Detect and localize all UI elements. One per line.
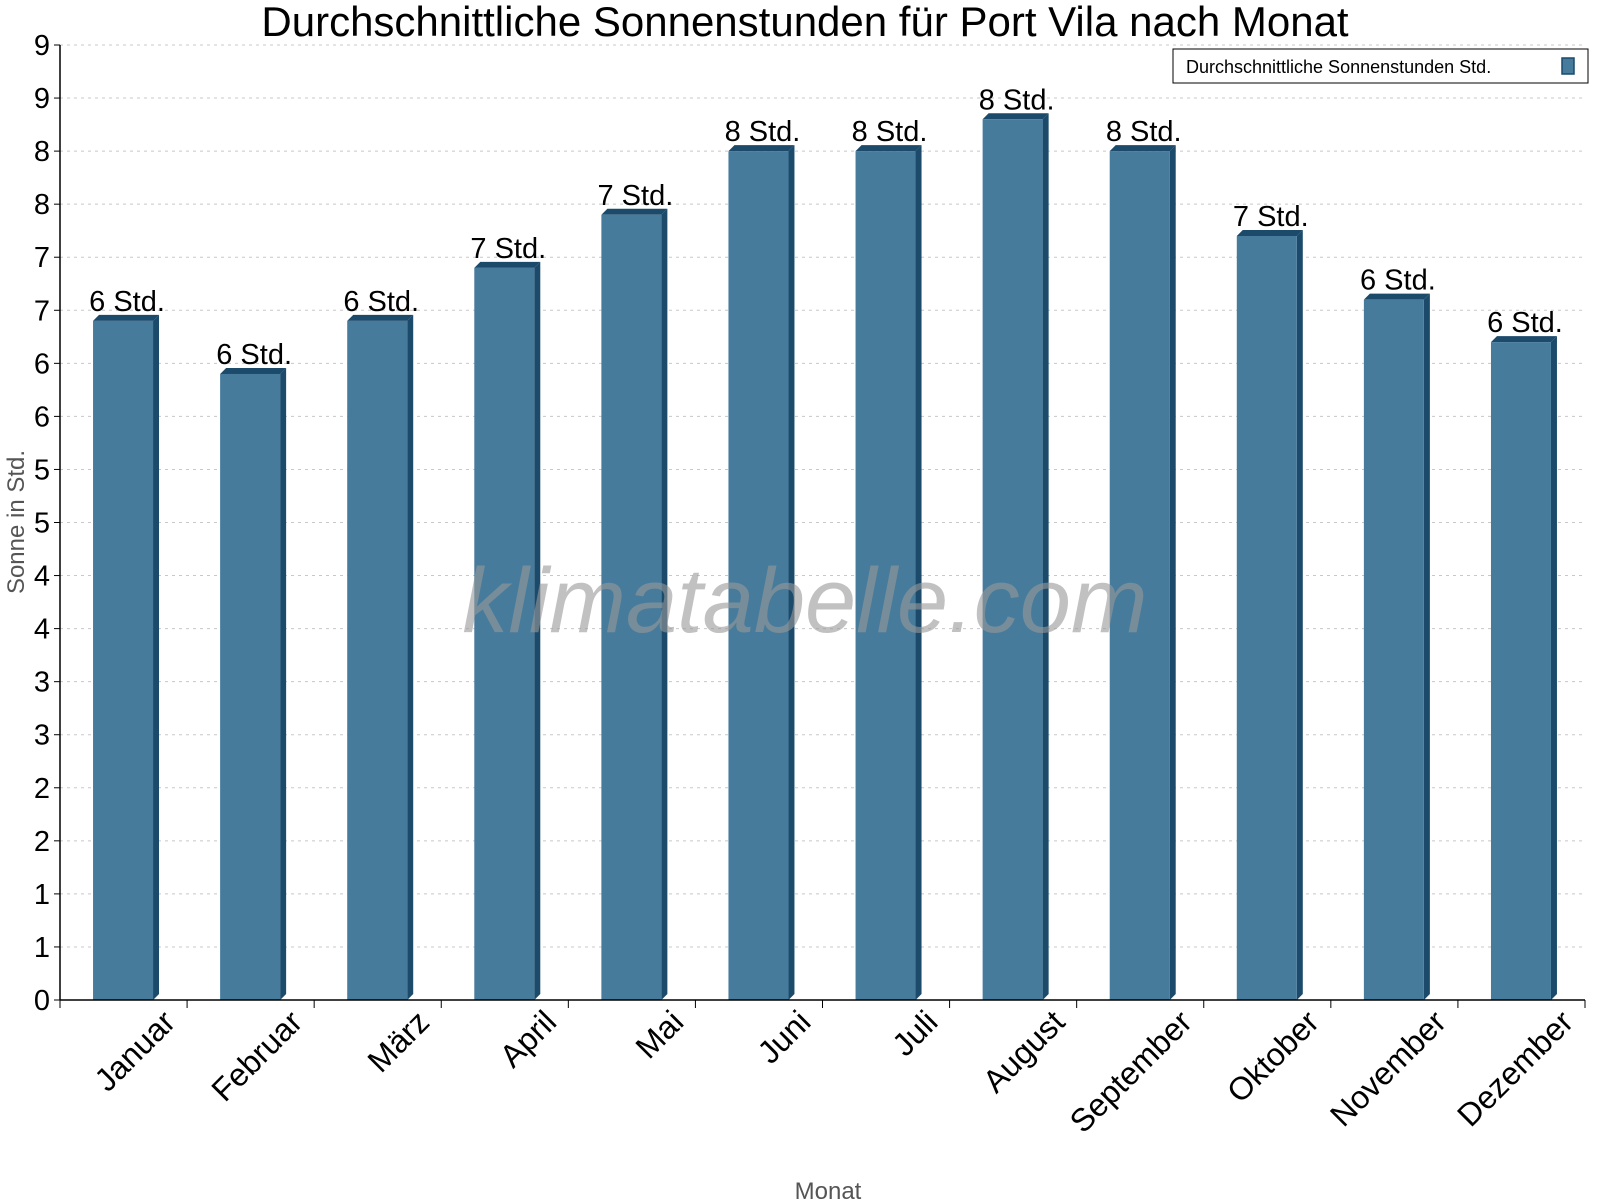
y-tick-label: 5 — [34, 454, 50, 486]
y-tick-label: 2 — [34, 826, 50, 858]
y-tick-label: 0 — [34, 985, 50, 1017]
x-tick-label: Mai — [628, 1003, 690, 1065]
data-label: 7 Std. — [470, 233, 546, 265]
x-tick-label: April — [493, 1003, 564, 1074]
x-tick-label: Dezember — [1450, 1003, 1580, 1133]
x-tick-label: Januar — [87, 1003, 182, 1098]
bar-top — [1109, 145, 1176, 152]
y-axis-label: Sonne in Std. — [3, 450, 30, 594]
bar-top — [601, 208, 668, 215]
data-label: 7 Std. — [597, 180, 673, 212]
data-label: 6 Std. — [343, 286, 419, 318]
bar-side — [280, 367, 287, 1000]
y-tick-label: 3 — [34, 667, 50, 699]
bar — [1109, 151, 1170, 1001]
legend-box — [1172, 48, 1589, 84]
bar — [1236, 236, 1297, 1000]
chart-title: Durchschnittliche Sonnenstunden für Port… — [261, 0, 1349, 45]
y-tick-label: 1 — [34, 879, 50, 911]
x-tick-label: August — [976, 1003, 1072, 1099]
bar — [601, 214, 662, 1000]
y-tick-label: 5 — [34, 508, 50, 540]
bar-side — [1296, 230, 1303, 1000]
x-tick-label: März — [360, 1003, 436, 1079]
y-tick-label: 9 — [34, 83, 50, 115]
bar-side — [1550, 336, 1557, 1001]
bar-top — [1363, 293, 1430, 300]
bars: 6 Std. 6 Std. 6 Std. 7 Std. 7 Std. 8 Std. 8 St… — [89, 84, 1563, 1001]
bar-side — [1042, 113, 1049, 1001]
data-label: 6 Std. — [89, 286, 165, 318]
bar-top — [474, 261, 541, 268]
bar-top — [855, 145, 922, 152]
data-label: 6 Std. — [1487, 307, 1563, 339]
data-label: 6 Std. — [1360, 265, 1436, 297]
data-label: 7 Std. — [1233, 201, 1309, 233]
bar-top — [982, 113, 1049, 120]
bar-top — [220, 367, 287, 374]
bar-top — [1236, 230, 1303, 236]
y-tick-label: 1 — [34, 932, 50, 964]
data-label: 8 Std. — [852, 116, 928, 148]
x-axis-label: Monat — [795, 1178, 862, 1200]
x-tick-label: September — [1063, 1003, 1199, 1139]
watermark: klimatabelle.com — [462, 550, 1147, 652]
y-tick-label: 7 — [34, 295, 50, 327]
bar — [347, 320, 408, 1000]
bar-side — [661, 208, 668, 1000]
bar — [474, 267, 535, 1000]
bar — [1490, 342, 1551, 1001]
data-label: 8 Std. — [979, 84, 1055, 116]
y-tick-label: 4 — [34, 614, 50, 646]
bar — [855, 151, 916, 1001]
y-tick-label: 3 — [34, 720, 50, 752]
legend: Durchschnittliche Sonnenstunden Std. — [1172, 48, 1589, 84]
bar — [728, 151, 789, 1001]
data-label: 8 Std. — [1106, 116, 1182, 148]
bar-side — [915, 145, 922, 1001]
y-tick-label: 2 — [34, 773, 50, 805]
bar-side — [534, 261, 541, 1000]
x-tick-label: Juli — [885, 1003, 944, 1062]
bar — [93, 320, 154, 1000]
bar-side — [407, 314, 414, 1000]
y-tick-label: 8 — [34, 189, 50, 221]
bar-top — [347, 314, 414, 321]
y-tick-label: 7 — [34, 242, 50, 274]
y-tick-label: 6 — [34, 401, 50, 433]
y-tick-label: 8 — [34, 136, 50, 168]
y-tick-label: 9 — [34, 30, 50, 62]
y-tick-label: 6 — [34, 348, 50, 380]
bar-top — [728, 145, 795, 152]
x-tick-label: Februar — [204, 1003, 309, 1108]
x-tick-label: Oktober — [1220, 1003, 1326, 1109]
bar-top — [1490, 336, 1557, 343]
legend-label: Durchschnittliche Sonnenstunden Std. — [1186, 57, 1491, 77]
bar-side — [1423, 293, 1430, 1001]
bar-side — [153, 314, 160, 1000]
data-label: 6 Std. — [216, 339, 292, 371]
grid — [60, 44, 1585, 948]
bar-side — [1169, 145, 1176, 1001]
data-label: 8 Std. — [725, 116, 801, 148]
bar-side — [788, 145, 795, 1001]
bar-top — [93, 314, 160, 321]
x-tick-label: Juni — [750, 1003, 817, 1070]
y-tick-label: 4 — [34, 561, 50, 593]
bar — [220, 373, 281, 1000]
x-tick-label: November — [1323, 1003, 1453, 1133]
bar — [982, 119, 1043, 1001]
legend-swatch — [1561, 57, 1575, 75]
bar — [1363, 299, 1424, 1001]
